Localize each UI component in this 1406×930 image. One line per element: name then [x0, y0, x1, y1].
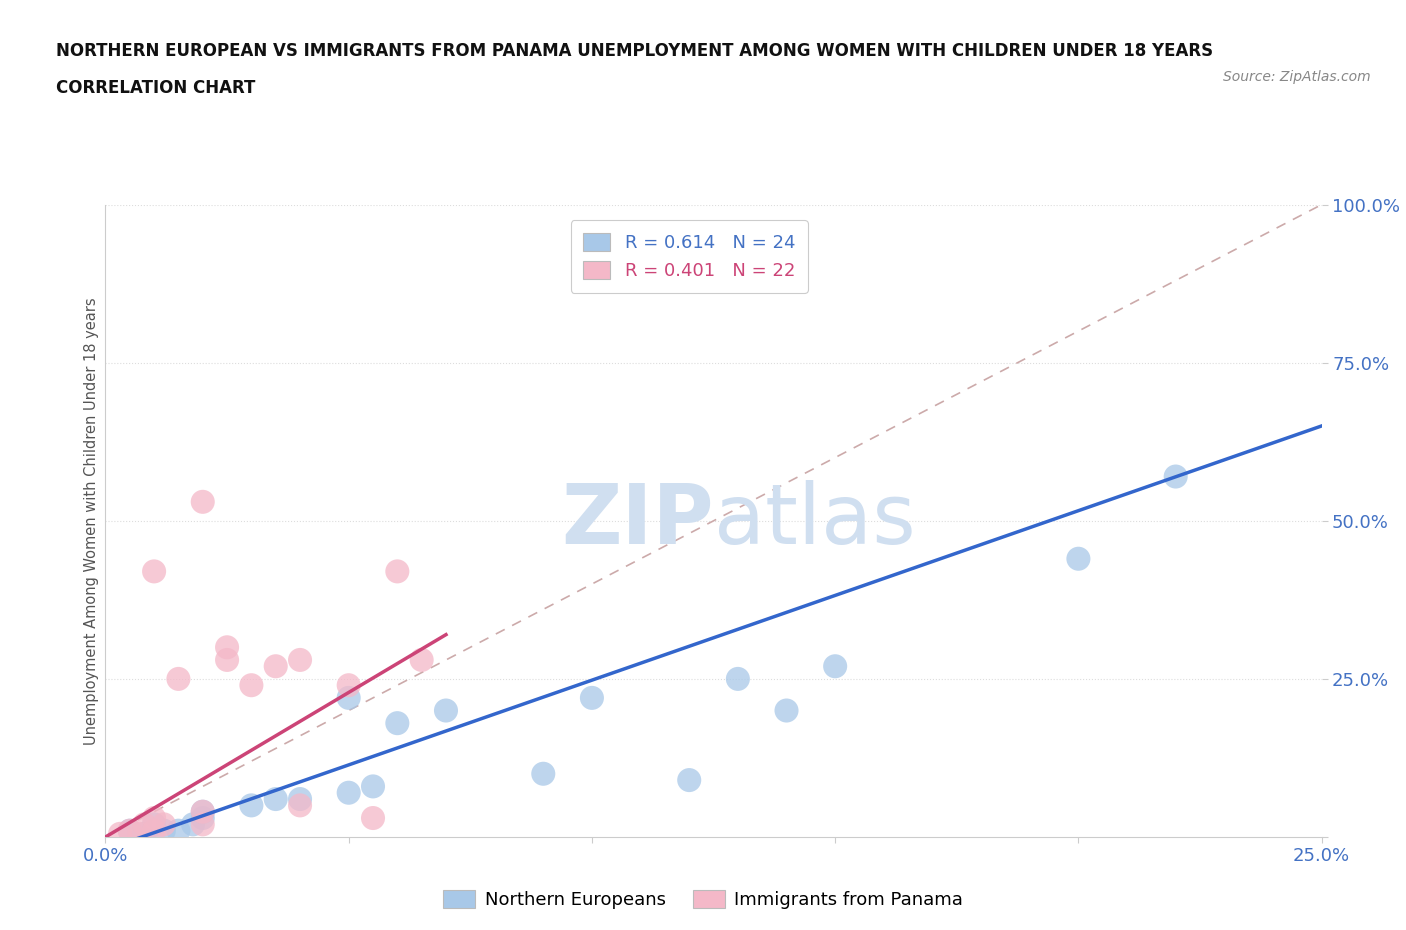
Point: [240, 798, 263, 813]
Point: [143, 823, 166, 838]
Point: [143, 817, 166, 831]
Y-axis label: Unemployment Among Women with Children Under 18 years: Unemployment Among Women with Children U…: [83, 297, 98, 745]
Legend: Northern Europeans, Immigrants from Panama: Northern Europeans, Immigrants from Pana…: [436, 883, 970, 916]
Point: [264, 658, 287, 673]
Point: [153, 823, 176, 838]
Point: [191, 811, 214, 826]
Point: [191, 804, 214, 819]
Point: [217, 653, 239, 668]
Point: [134, 827, 156, 842]
Legend: R = 0.614   N = 24, R = 0.401   N = 22: R = 0.614 N = 24, R = 0.401 N = 22: [571, 220, 808, 293]
Point: [411, 653, 433, 668]
Point: [361, 811, 384, 826]
Point: [118, 823, 141, 838]
Point: [181, 817, 204, 831]
Text: NORTHERN EUROPEAN VS IMMIGRANTS FROM PANAMA UNEMPLOYMENT AMONG WOMEN WITH CHILDR: NORTHERN EUROPEAN VS IMMIGRANTS FROM PAN…: [56, 42, 1213, 60]
Point: [167, 823, 190, 838]
Text: ZIP: ZIP: [561, 480, 713, 562]
Point: [153, 817, 176, 831]
Point: [264, 791, 287, 806]
Point: [531, 766, 554, 781]
Point: [337, 785, 360, 800]
Text: atlas: atlas: [713, 480, 915, 562]
Point: [288, 791, 311, 806]
Point: [191, 817, 214, 831]
Point: [217, 640, 239, 655]
Point: [434, 703, 457, 718]
Point: [288, 653, 311, 668]
Point: [288, 798, 311, 813]
Point: [361, 779, 384, 794]
Point: [167, 671, 190, 686]
Point: [128, 827, 150, 842]
Point: [143, 564, 166, 578]
Text: Source: ZipAtlas.com: Source: ZipAtlas.com: [1223, 70, 1371, 84]
Text: CORRELATION CHART: CORRELATION CHART: [56, 79, 256, 97]
Point: [727, 671, 749, 686]
Point: [191, 804, 214, 819]
Point: [191, 495, 214, 510]
Point: [240, 678, 263, 693]
Point: [118, 823, 141, 838]
Point: [108, 827, 131, 842]
Point: [387, 564, 409, 578]
Point: [1067, 551, 1090, 566]
Point: [143, 811, 166, 826]
Point: [775, 703, 797, 718]
Point: [824, 658, 846, 673]
Point: [387, 716, 409, 731]
Point: [581, 690, 603, 705]
Point: [678, 773, 700, 788]
Point: [337, 678, 360, 693]
Point: [1164, 469, 1187, 484]
Point: [337, 690, 360, 705]
Point: [134, 817, 156, 831]
